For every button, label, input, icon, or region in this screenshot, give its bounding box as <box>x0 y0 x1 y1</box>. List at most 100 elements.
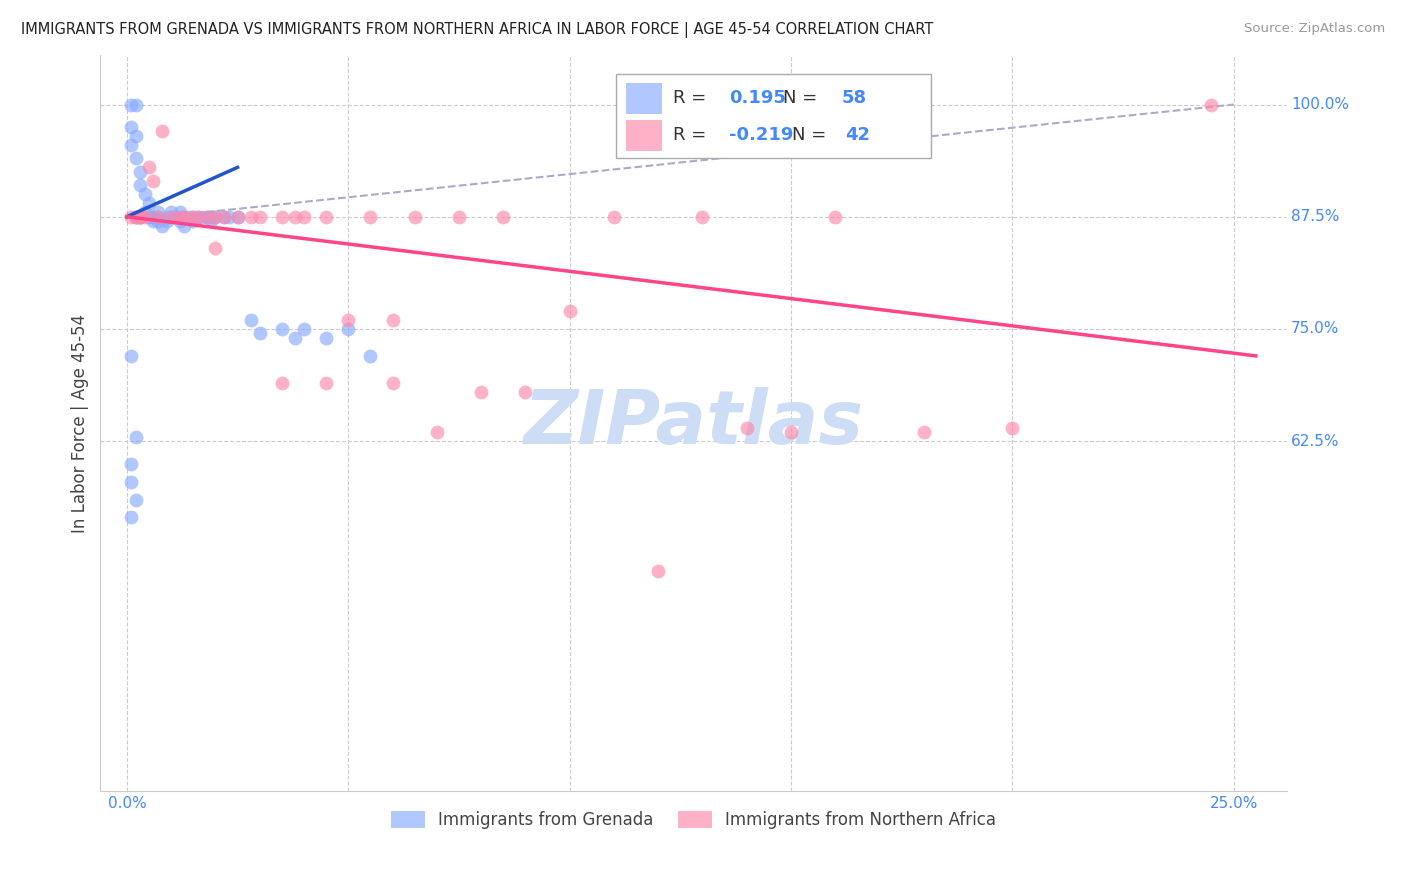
Point <box>173 210 195 224</box>
Text: -0.219: -0.219 <box>730 126 793 144</box>
Bar <box>626 83 661 114</box>
Point <box>165 210 187 224</box>
Point <box>204 241 226 255</box>
Point <box>138 161 160 175</box>
Point <box>125 210 148 224</box>
Point <box>270 376 292 390</box>
Point <box>120 475 142 489</box>
Point <box>142 210 165 224</box>
Point <box>129 210 152 224</box>
Point <box>146 210 169 224</box>
Text: 42: 42 <box>845 126 870 144</box>
Point <box>129 210 152 224</box>
Point <box>214 210 236 224</box>
Point <box>426 425 449 440</box>
Text: IMMIGRANTS FROM GRENADA VS IMMIGRANTS FROM NORTHERN AFRICA IN LABOR FORCE | AGE : IMMIGRANTS FROM GRENADA VS IMMIGRANTS FR… <box>21 22 934 38</box>
Point <box>292 322 315 336</box>
Point <box>150 219 173 233</box>
Point <box>404 210 426 224</box>
Point <box>515 384 537 399</box>
Point <box>337 313 360 327</box>
Point <box>218 210 240 224</box>
Point <box>173 210 195 224</box>
Point <box>912 425 935 440</box>
Point <box>603 210 626 224</box>
Text: 87.5%: 87.5% <box>1291 210 1340 224</box>
FancyBboxPatch shape <box>616 73 931 158</box>
Point <box>191 210 214 224</box>
Point <box>249 210 271 224</box>
Point <box>169 210 191 224</box>
Point <box>214 210 236 224</box>
Point <box>315 331 337 345</box>
Point <box>1201 97 1223 112</box>
Point <box>134 210 156 224</box>
Point <box>129 165 152 179</box>
Y-axis label: In Labor Force | Age 45-54: In Labor Force | Age 45-54 <box>72 314 89 533</box>
Point <box>181 214 204 228</box>
Text: ZIPatlas: ZIPatlas <box>523 387 863 459</box>
Point <box>187 210 209 224</box>
Point <box>204 210 226 224</box>
Text: 100.0%: 100.0% <box>1291 97 1350 112</box>
Point <box>146 210 169 224</box>
Point <box>315 210 337 224</box>
Point <box>315 376 337 390</box>
Point <box>150 124 173 138</box>
Point <box>187 210 209 224</box>
Text: 0.0%: 0.0% <box>107 796 146 811</box>
Text: N =: N = <box>783 89 823 107</box>
Point <box>142 174 165 188</box>
Point <box>160 210 183 224</box>
Point <box>125 210 148 224</box>
Point <box>200 214 222 228</box>
Point <box>125 152 148 166</box>
Point <box>129 210 152 224</box>
Point <box>156 214 179 228</box>
Point <box>284 210 307 224</box>
Point <box>226 210 249 224</box>
Text: N =: N = <box>792 126 832 144</box>
Bar <box>626 120 661 151</box>
Point <box>156 210 179 224</box>
Point <box>120 137 142 152</box>
Point <box>120 349 142 363</box>
Point <box>142 214 165 228</box>
Point <box>470 384 492 399</box>
Point <box>337 322 360 336</box>
Point <box>647 565 669 579</box>
Point <box>129 178 152 193</box>
Point <box>125 128 148 143</box>
Point <box>359 349 381 363</box>
Point <box>270 210 292 224</box>
Point <box>359 210 381 224</box>
Point <box>134 187 156 202</box>
Point <box>125 210 148 224</box>
Text: 62.5%: 62.5% <box>1291 434 1340 449</box>
Point <box>134 205 156 219</box>
Point <box>169 214 191 228</box>
Point <box>270 322 292 336</box>
Point <box>146 214 169 228</box>
Point <box>146 205 169 219</box>
Text: Source: ZipAtlas.com: Source: ZipAtlas.com <box>1244 22 1385 36</box>
Point <box>824 210 846 224</box>
Point <box>239 313 262 327</box>
Text: R =: R = <box>673 89 713 107</box>
Point <box>181 210 204 224</box>
Point <box>1001 420 1024 434</box>
Point <box>120 120 142 134</box>
Point <box>195 210 218 224</box>
Point <box>142 210 165 224</box>
Point <box>181 210 204 224</box>
Text: 75.0%: 75.0% <box>1291 321 1340 336</box>
Point <box>292 210 315 224</box>
Point <box>177 210 200 224</box>
Point <box>492 210 515 224</box>
Point <box>169 205 191 219</box>
Point <box>125 97 148 112</box>
Point <box>249 326 271 341</box>
Point <box>120 457 142 471</box>
Point <box>447 210 470 224</box>
Text: 0.195: 0.195 <box>730 89 786 107</box>
